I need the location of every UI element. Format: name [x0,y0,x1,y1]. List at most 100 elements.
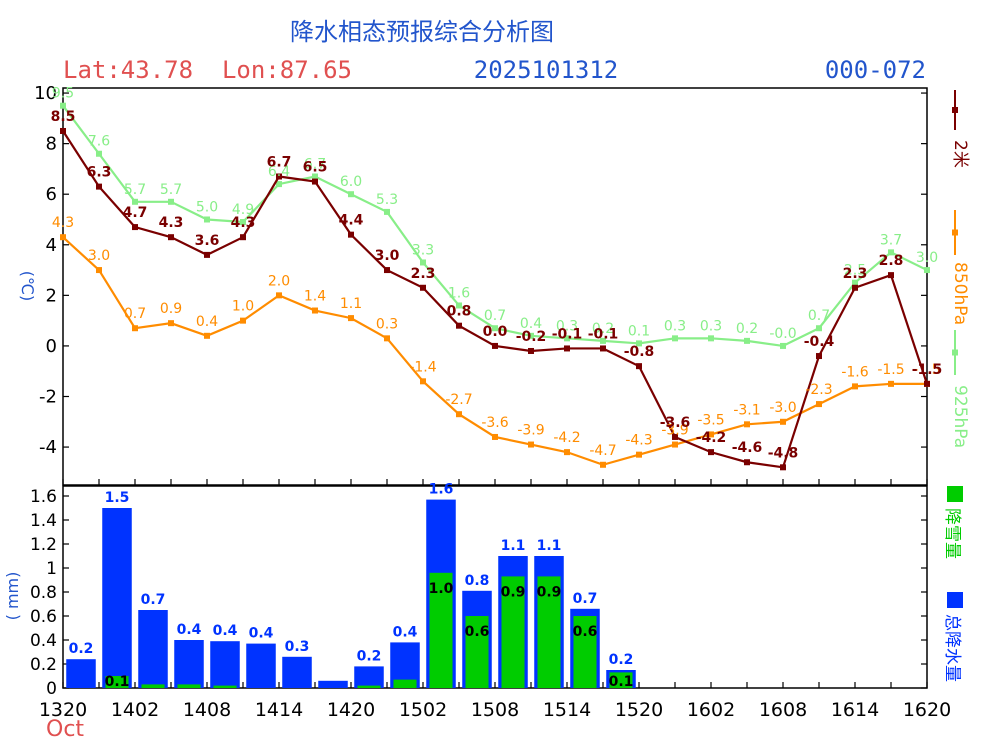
series-point [852,279,858,286]
total-precip-label: 0.4 [213,623,238,639]
series-point [60,127,66,134]
series-value-label: 2.3 [411,266,436,282]
x-tick-label: 1414 [255,699,303,721]
precip-axis-title: ( mm) [3,572,22,621]
series-point [924,380,930,387]
series-value-label: 8.5 [51,109,76,125]
series-point [780,464,786,471]
snowfall-bar [501,576,525,688]
series-point [60,234,66,241]
series-point [168,234,174,241]
series-point [600,345,606,352]
series-point [744,459,750,466]
series-point [564,449,570,456]
series-point [600,337,606,344]
series-value-label: -1.4 [409,359,436,375]
precip-tick-label: 1.4 [30,511,57,531]
series-point [564,335,570,342]
series-point [312,307,318,314]
series-point [420,284,426,291]
series-point [816,401,822,408]
series-point [456,322,462,329]
series-point [528,347,534,354]
series-value-label: 3.7 [880,232,902,248]
snowfall-bar [105,676,129,688]
x-tick-label: 1320 [39,699,87,721]
snowfall-label: 0.6 [465,624,490,640]
series-point [744,421,750,428]
x-tick-label: 1614 [831,699,879,721]
series-value-label: 6.7 [304,157,326,173]
series-point [240,317,246,324]
x-tick-label: 1502 [399,699,447,721]
total-precip-bar [174,640,204,688]
series-point [780,342,786,349]
series-point [672,433,678,440]
series-point [312,178,318,185]
legend-marker [952,349,958,356]
snowfall-bar [537,576,561,688]
series-point [276,173,282,180]
total-precip-label: 0.8 [465,573,490,589]
series-value-label: 7.6 [88,134,110,150]
temp-tick-label: -2 [39,386,57,407]
series-point [708,335,714,342]
total-precip-bar [246,643,276,688]
series-point [888,380,894,387]
series-value-label: 0.4 [520,316,542,332]
series-value-label: 0.4 [196,314,218,330]
x-tick-label: 1402 [111,699,159,721]
legend-swatch [947,592,963,608]
series-point [240,219,246,226]
legend-marker [952,107,958,113]
series-point [672,441,678,448]
series-value-label: 5.7 [160,182,182,198]
series-value-label: -2.7 [445,392,472,408]
series-value-label: 6.5 [303,160,328,176]
series-point [852,383,858,390]
series-value-label: -4.8 [768,445,799,461]
temp-tick-label: -4 [39,437,57,458]
total-precip-label: 0.4 [177,622,202,638]
series-value-label: 1.0 [232,299,254,315]
series-point [636,363,642,370]
series-value-label: -0.2 [516,329,547,345]
series-point [312,173,318,180]
x-tick-label: 1420 [327,699,375,721]
total-precip-label: 0.2 [69,641,94,657]
x-tick-label: 1608 [759,699,807,721]
precip-y-axis: 0 0.2 0.4 0.6 0.8 1 1.2 1.4 1.6 [30,487,927,699]
series-value-label: 6.0 [340,174,362,190]
series-point [204,251,210,258]
precip-tick-label: 1.6 [30,487,57,507]
series-point [492,342,498,349]
month-label: Oct [46,717,84,742]
snowfall-label: 0.1 [609,674,634,690]
series-point [492,433,498,440]
series-point [852,284,858,291]
total-precip-label: 0.7 [573,591,598,607]
series-point [564,345,570,352]
series-value-label: 0.9 [160,301,182,317]
series-point [420,378,426,385]
temp-tick-label: 8 [46,134,57,155]
series-value-label: 5.7 [124,182,146,198]
legend-label: 925hPa [950,385,970,448]
precip-tick-label: 1.2 [30,535,57,555]
precip-tick-label: 0.2 [30,655,57,675]
total-precip-bar [354,666,384,688]
series-point [888,249,894,256]
series-point [384,267,390,274]
temp-tick-label: 2 [46,285,57,306]
series-point [168,198,174,205]
series-value-label: -0.0 [769,326,796,342]
series-value-label: 2.8 [879,253,904,269]
series-value-label: 4.3 [231,215,256,231]
series-value-label: 2.0 [268,273,290,289]
temp-tick-label: 10 [34,83,57,104]
total-precip-label: 0.7 [141,592,166,608]
init-time-label: 2025101312 [474,56,619,84]
series-point [744,337,750,344]
